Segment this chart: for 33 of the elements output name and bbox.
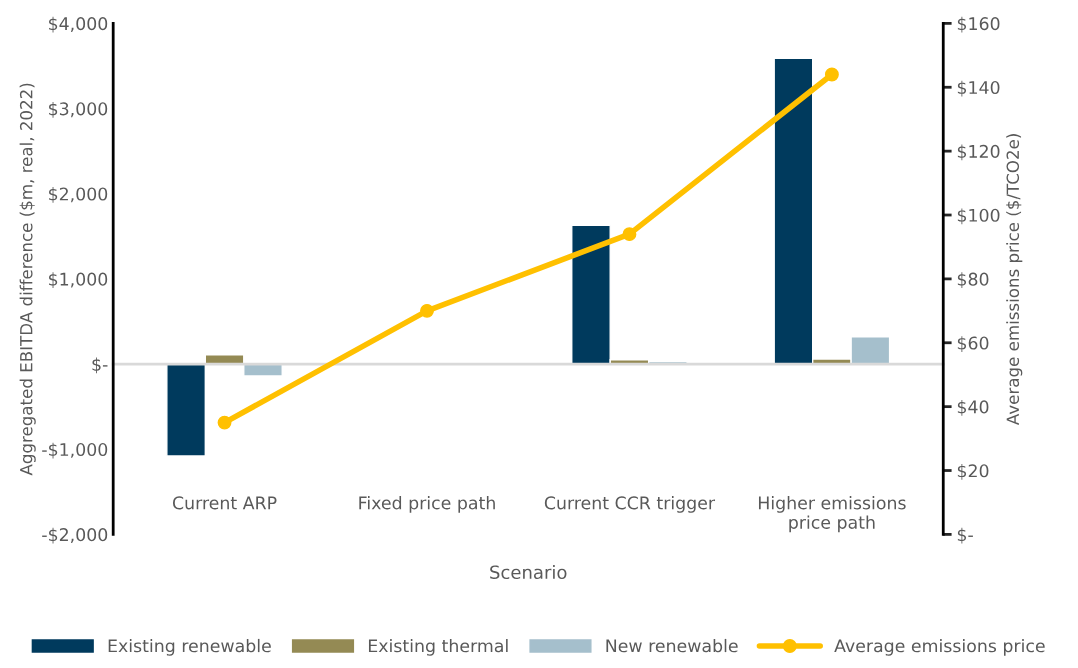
- y-tick-label: -$2,000: [42, 527, 108, 544]
- bar: [166, 363, 207, 457]
- y-tick-label: $-: [92, 357, 108, 374]
- y-axis-title: Aggregated EBITDA difference ($m, real, 2022): [19, 83, 36, 476]
- y-tick-label: $1,000: [49, 272, 108, 289]
- y2-tick-label: $40: [957, 400, 989, 416]
- legend-label: New renewable: [606, 638, 738, 653]
- y-tick-label: $3,000: [49, 101, 108, 118]
- point: [420, 303, 434, 318]
- y-tick-label: $2,000: [49, 187, 108, 203]
- y2-axis-title: Average emissions price ($/TCO2e): [1006, 134, 1023, 425]
- y-tick-label: -$1,000: [42, 442, 108, 459]
- x-tick-label: Current CCR trigger: [544, 496, 716, 513]
- bar: [243, 363, 283, 377]
- x-tick-label: Fixed price path: [359, 496, 495, 513]
- legend-label: Existing thermal: [368, 638, 508, 656]
- point: [824, 67, 839, 82]
- legend-label: Average emissions price: [834, 638, 1045, 656]
- point: [217, 415, 232, 430]
- y2-tick-label: $20: [957, 463, 989, 480]
- x-tick-label: Higher emissions price path: [758, 496, 906, 533]
- y-tick-label: $4,000: [49, 16, 108, 33]
- y2-tick-label: $80: [957, 272, 989, 289]
- x-tick-label: Current ARP: [172, 496, 277, 510]
- y2-tick-label: $100: [957, 208, 1000, 225]
- y2-tick-label: $160: [957, 16, 1000, 33]
- point: [622, 227, 637, 242]
- y2-tick-label: $-: [957, 527, 973, 544]
- y2-tick-label: $120: [957, 144, 1000, 161]
- y2-tick-label: $140: [957, 80, 1000, 97]
- y2-tick-label: $60: [957, 336, 989, 352]
- x-axis-title: Scenario: [490, 565, 567, 580]
- legend-label: Existing renewable: [108, 638, 271, 656]
